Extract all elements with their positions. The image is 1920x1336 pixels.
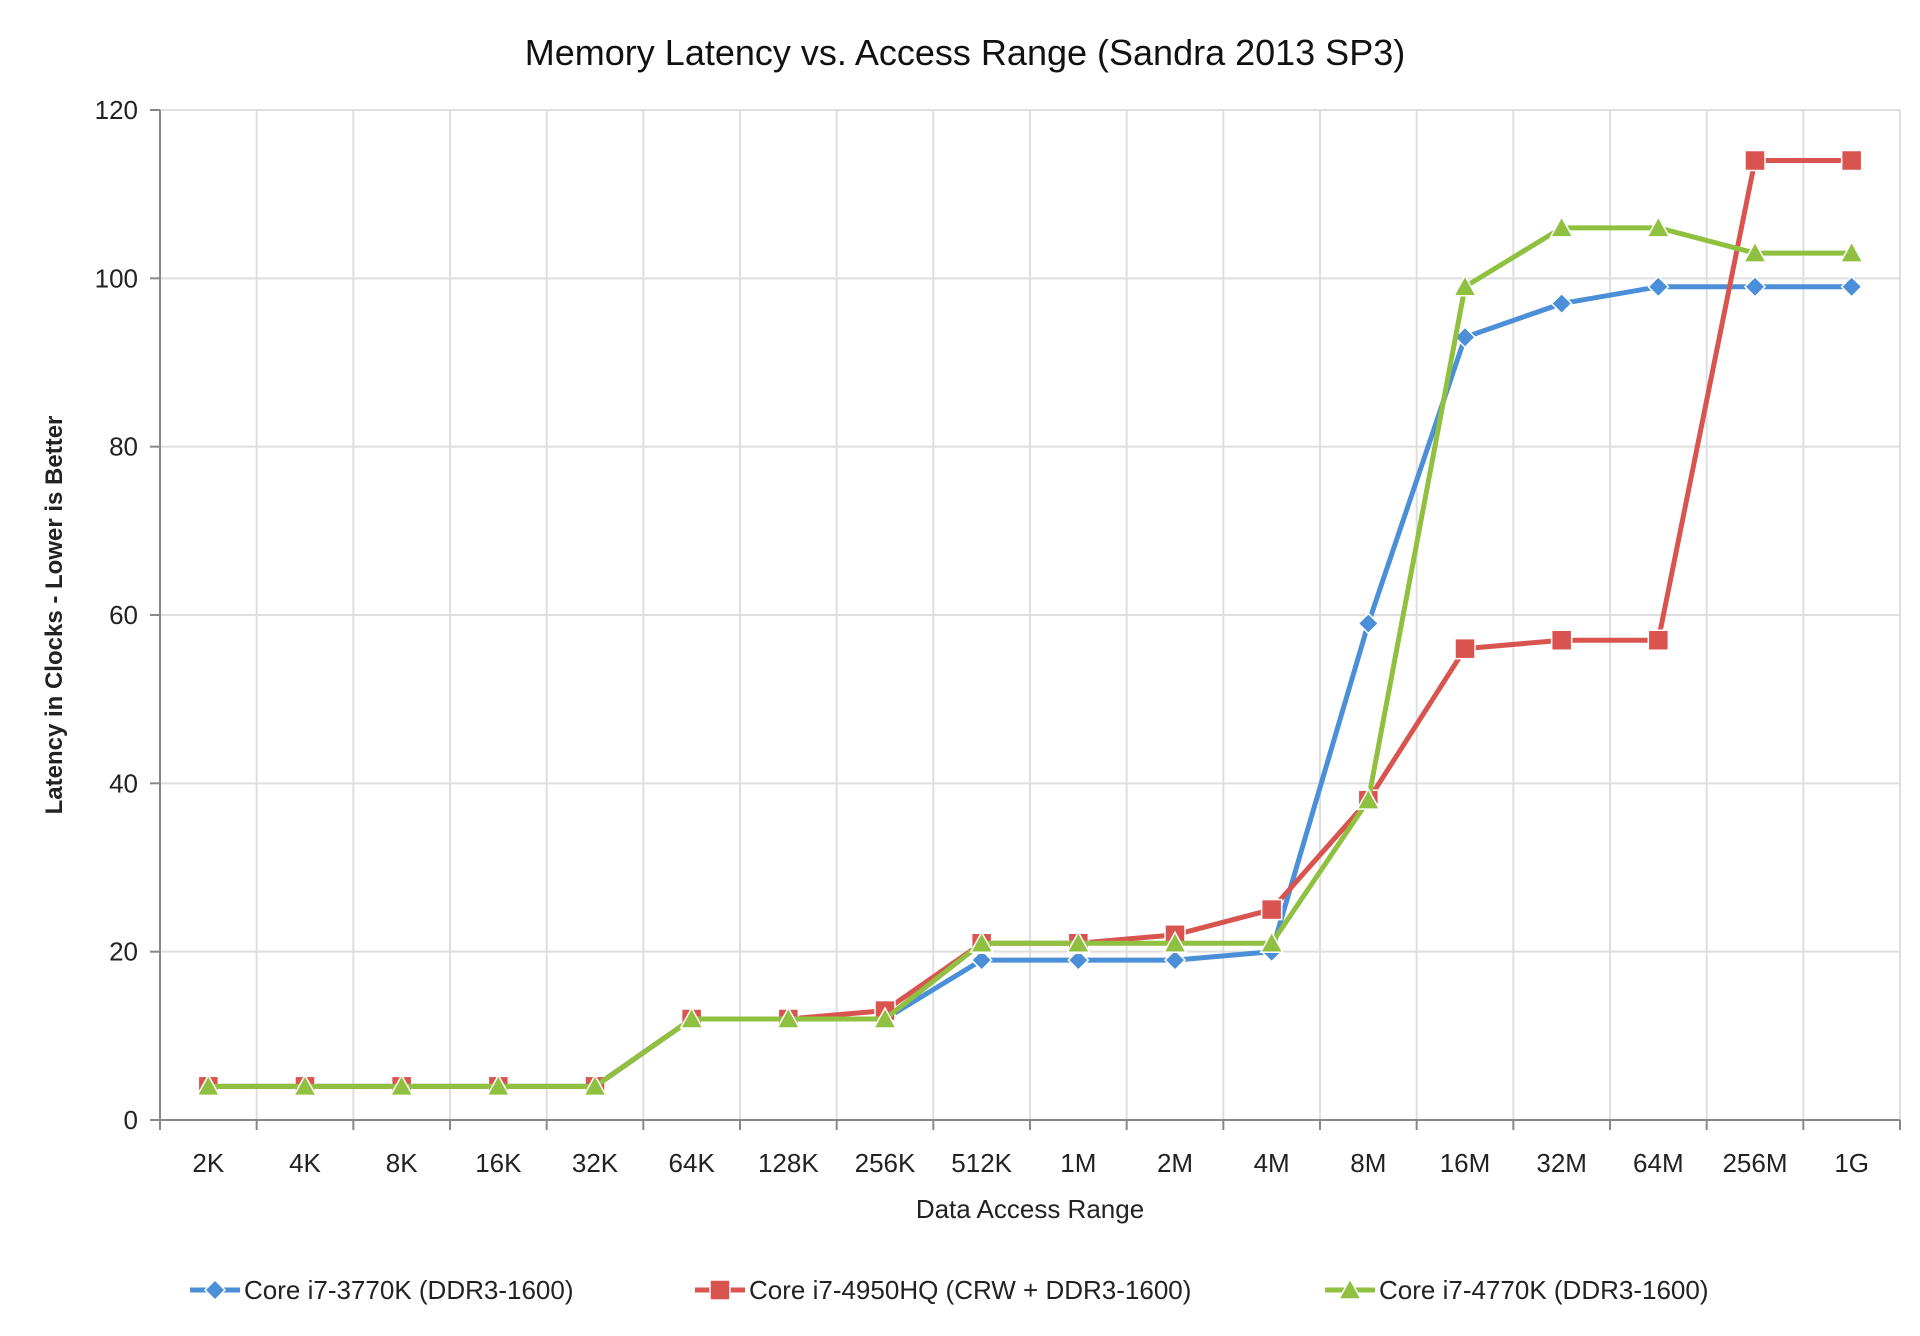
x-tick-label: 32K	[572, 1148, 619, 1178]
x-tick-label: 1M	[1060, 1148, 1096, 1178]
x-tick-label: 64M	[1633, 1148, 1684, 1178]
data-point-marker	[1549, 215, 1574, 238]
axes	[150, 109, 1901, 1130]
x-tick-label: 32M	[1536, 1148, 1587, 1178]
data-point-marker	[196, 1073, 221, 1097]
y-axis-title: Latency in Clocks - Lower is Better	[41, 416, 68, 815]
data-point-marker	[1550, 292, 1573, 315]
data-point-marker	[582, 1073, 608, 1097]
data-point-marker	[1067, 949, 1090, 972]
data-point-marker	[1647, 275, 1670, 298]
x-tick-label: 4M	[1254, 1148, 1290, 1178]
y-tick-label: 20	[109, 937, 138, 967]
y-tick-label: 60	[109, 600, 138, 630]
x-tick-label: 256K	[855, 1148, 916, 1178]
legend-swatch-marker	[709, 1279, 731, 1301]
y-tick-label: 0	[124, 1105, 138, 1135]
data-point-marker	[389, 1073, 414, 1097]
series-line	[208, 225, 1852, 1089]
legend-item: Core i7-3770K (DDR3-1600)	[190, 1275, 573, 1305]
data-point-marker	[1840, 275, 1863, 298]
data-point-marker	[1454, 637, 1476, 660]
legend-item: Core i7-4950HQ (CRW + DDR3-1600)	[695, 1275, 1191, 1305]
x-tick-label: 16M	[1440, 1148, 1491, 1178]
x-axis-title: Data Access Range	[916, 1194, 1144, 1224]
gridlines	[160, 109, 1901, 1120]
x-tick-label: 512K	[951, 1148, 1012, 1178]
data-point-marker	[1743, 275, 1767, 298]
x-tick-label: 2M	[1157, 1148, 1193, 1178]
data-point-marker	[1840, 149, 1863, 172]
data-point-marker	[1259, 930, 1284, 953]
data-point-marker	[1744, 149, 1766, 172]
x-tick-label: 64K	[669, 1148, 716, 1178]
data-point-marker	[1742, 240, 1768, 263]
x-tick-label: 8K	[386, 1148, 418, 1178]
y-tick-label: 80	[109, 432, 138, 462]
x-tick-label: 256M	[1722, 1148, 1787, 1178]
y-tick-label: 100	[95, 263, 138, 293]
data-point-marker	[1646, 215, 1671, 238]
x-tick-label: 2K	[192, 1148, 224, 1178]
legend-label: Core i7-4770K (DDR3-1600)	[1379, 1275, 1708, 1305]
data-point-marker	[292, 1073, 318, 1097]
data-point-marker	[776, 1006, 801, 1029]
data-point-marker	[1066, 930, 1091, 953]
y-tick-label: 40	[109, 768, 138, 798]
data-point-marker	[486, 1073, 511, 1097]
legend-label: Core i7-4950HQ (CRW + DDR3-1600)	[749, 1275, 1191, 1305]
data-point-marker	[1647, 629, 1670, 651]
data-point-marker	[679, 1006, 704, 1029]
x-tick-label: 4K	[289, 1148, 321, 1178]
data-point-marker	[970, 949, 993, 972]
y-tick-label: 120	[95, 95, 138, 125]
data-point-marker	[1550, 629, 1573, 651]
data-point-marker	[872, 1006, 898, 1029]
legend: Core i7-3770K (DDR3-1600) Core i7-4950HQ …	[190, 1275, 1708, 1305]
x-tick-label: 128K	[758, 1148, 819, 1178]
data-point-marker	[969, 930, 994, 953]
legend-swatch-marker	[203, 1278, 227, 1302]
x-axis-tick-labels: 2K 4K 8K 16K 32K 64K 128K 256K 512K 1M 2M 4M 8M 16M 32…	[192, 1148, 1869, 1178]
x-tick-label: 1G	[1834, 1148, 1869, 1178]
x-tick-label: 8M	[1350, 1148, 1386, 1178]
data-point-marker	[1163, 949, 1187, 972]
data-point-marker	[1356, 787, 1381, 810]
data-series	[196, 149, 1864, 1098]
series-3	[196, 215, 1864, 1097]
data-point-marker	[1452, 274, 1478, 297]
legend-item: Core i7-4770K (DDR3-1600)	[1325, 1275, 1708, 1305]
legend-label: Core i7-3770K (DDR3-1600)	[244, 1275, 573, 1305]
chart-title: Memory Latency vs. Access Range (Sandra …	[525, 32, 1405, 73]
y-axis-tick-labels: 0 20 40 60 80 100 120	[95, 95, 138, 1135]
data-point-marker	[1162, 930, 1188, 953]
data-point-marker	[1260, 898, 1283, 921]
x-tick-label: 16K	[475, 1148, 522, 1178]
data-point-marker	[1357, 612, 1380, 635]
data-point-marker	[1839, 240, 1864, 263]
legend-swatch-marker	[1337, 1277, 1363, 1300]
